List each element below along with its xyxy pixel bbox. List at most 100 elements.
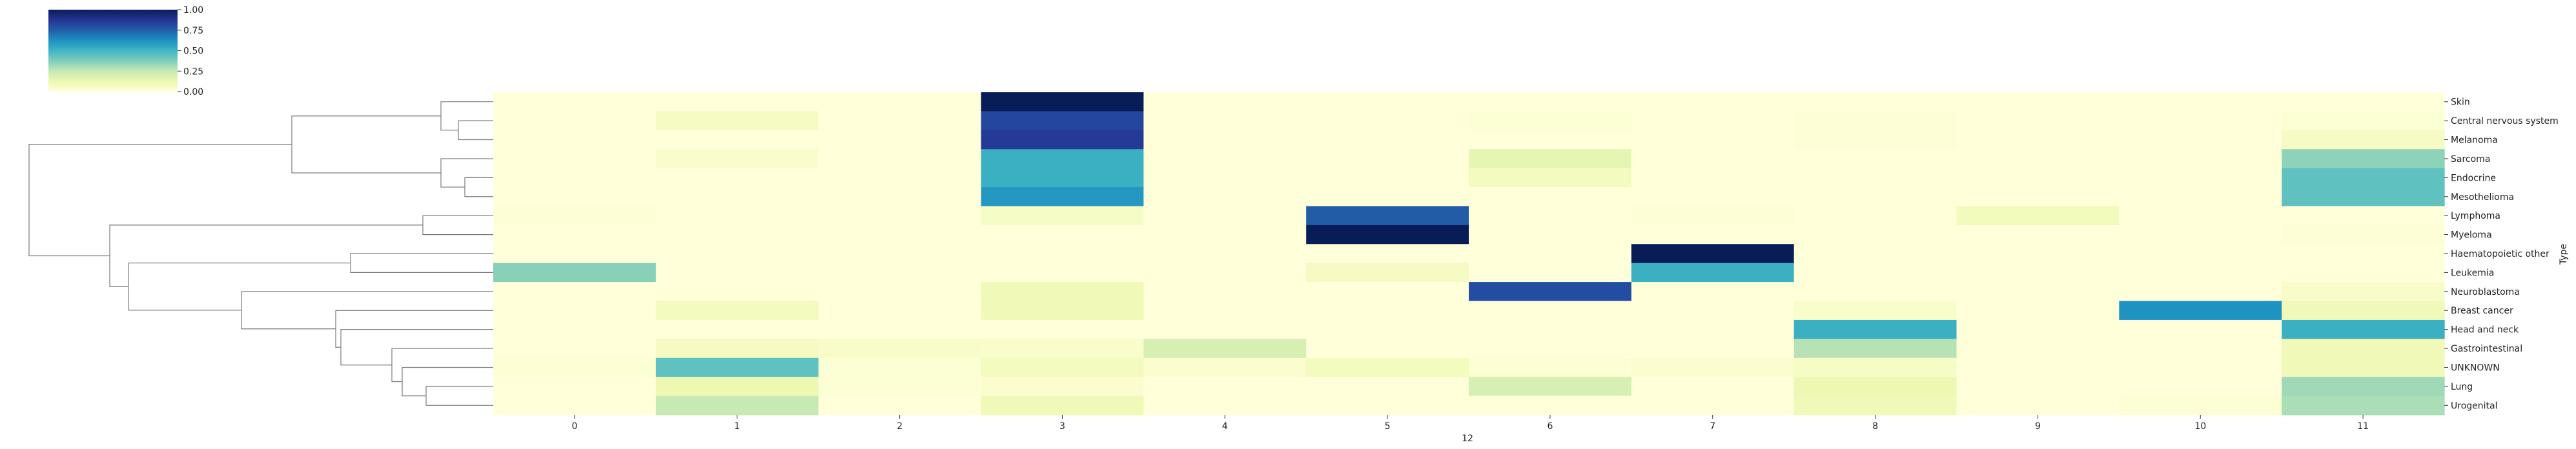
heatmap-cell: [493, 244, 657, 264]
heatmap-cell: [1794, 149, 1958, 169]
y-tick-label: Leukemia: [2451, 268, 2494, 278]
heatmap-cell: [655, 263, 819, 283]
heatmap-cell: [655, 282, 819, 302]
heatmap-cell: [493, 111, 657, 131]
heatmap-cell: [655, 224, 819, 244]
heatmap-cell: [1631, 301, 1795, 321]
y-tick-label: UNKNOWN: [2451, 363, 2500, 373]
heatmap-cell: [1956, 130, 2120, 150]
y-tick-label: Sarcoma: [2451, 154, 2490, 165]
heatmap-cell: [1956, 168, 2120, 188]
heatmap-cell: [1631, 263, 1795, 283]
heatmap-cell: [1956, 282, 2120, 302]
heatmap-cell: [818, 357, 982, 377]
dendrogram-link: [440, 101, 493, 131]
heatmap-cell: [1306, 244, 1469, 264]
heatmap-cell: [2119, 187, 2282, 207]
heatmap-cell: [2282, 224, 2445, 244]
heatmap-cell: [981, 187, 1144, 207]
heatmap-cell: [1469, 187, 1632, 207]
heatmap-cell: [1143, 339, 1307, 359]
heatmap-cell: [2282, 149, 2445, 169]
colorbar-tick-label: 0.00: [183, 87, 203, 97]
heatmap-cell: [1631, 395, 1795, 415]
heatmap-cell: [818, 301, 982, 321]
dendrogram-link: [422, 215, 493, 235]
heatmap-cell: [981, 130, 1144, 150]
heatmap-cell: [981, 319, 1144, 339]
heatmap-cell: [1956, 301, 2120, 321]
heatmap-cell: [1306, 130, 1469, 150]
heatmap-cell: [2282, 339, 2445, 359]
x-tick-label: 8: [1872, 421, 1878, 432]
y-axis-label: Type: [2559, 244, 2569, 265]
y-tick-label: Myeloma: [2451, 230, 2492, 241]
heatmap-cell: [655, 187, 819, 207]
heatmap-cell: [1794, 282, 1958, 302]
heatmap-cell: [493, 187, 657, 207]
heatmap-cell: [493, 224, 657, 244]
heatmap-cell: [2282, 395, 2445, 415]
heatmap-cell: [655, 339, 819, 359]
heatmap-cell: [2282, 92, 2445, 112]
y-tick-label: Central nervous system: [2451, 116, 2559, 126]
heatmap-cell: [2282, 282, 2445, 302]
dendrogram-link: [391, 348, 493, 383]
heatmap-cell: [2119, 244, 2282, 264]
heatmap-cell: [1469, 244, 1632, 264]
heatmap-cell: [1306, 149, 1469, 169]
heatmap-cell: [2119, 319, 2282, 339]
y-tick-label: Urogenital: [2451, 401, 2497, 411]
heatmap-cell: [818, 149, 982, 169]
heatmap-cell: [1469, 224, 1632, 244]
heatmap-cell: [493, 395, 657, 415]
heatmap-cell: [493, 357, 657, 377]
y-tick-label: Melanoma: [2451, 135, 2498, 146]
row-dendrogram: [28, 101, 493, 406]
heatmap-cell: [1956, 111, 2120, 131]
dendrogram-link: [350, 253, 493, 274]
heatmap-cell: [981, 263, 1144, 283]
heatmap-cell: [655, 92, 819, 112]
dendrogram-link: [340, 329, 493, 366]
heatmap-cell: [1469, 357, 1632, 377]
heatmap-cell: [1143, 92, 1307, 112]
heatmap-cell: [1469, 111, 1632, 131]
dendrogram-link: [464, 177, 493, 197]
heatmap-grid: [493, 92, 2445, 415]
heatmap-cell: [1631, 149, 1795, 169]
x-tick-label: 9: [2035, 421, 2041, 432]
heatmap-cell: [493, 149, 657, 169]
dendrogram-link: [425, 386, 493, 406]
heatmap-cell: [2282, 263, 2445, 283]
heatmap-cell: [655, 395, 819, 415]
colorbar-tick-label: 0.50: [183, 46, 203, 57]
heatmap-cell: [1794, 224, 1958, 244]
y-tick-label: Gastrointestinal: [2451, 344, 2522, 354]
heatmap-cell: [1956, 263, 2120, 283]
heatmap-cell: [818, 206, 982, 226]
dendrogram-link: [28, 144, 292, 257]
x-tick-label: 10: [2194, 421, 2206, 432]
x-tick-label: 6: [1547, 421, 1553, 432]
heatmap-cell: [1469, 377, 1632, 397]
heatmap-cell: [655, 111, 819, 131]
heatmap-cell: [1469, 92, 1632, 112]
heatmap-cell: [1631, 339, 1795, 359]
y-tick-label: Lung: [2451, 382, 2473, 392]
y-tick-label: Neuroblastoma: [2451, 287, 2520, 297]
colorbar-tick-label: 0.75: [183, 26, 203, 36]
heatmap-cell: [1631, 224, 1795, 244]
dendrogram-link: [402, 366, 493, 397]
heatmap-cell: [818, 244, 982, 264]
heatmap-cell: [818, 130, 982, 150]
heatmap-cell: [1143, 206, 1307, 226]
heatmap-cell: [818, 339, 982, 359]
heatmap-cell: [1469, 130, 1632, 150]
heatmap-cell: [1631, 168, 1795, 188]
y-axis-ticks: Skin Central nervous system Melanoma Sarcom…: [2444, 97, 2559, 411]
heatmap-cell: [1143, 149, 1307, 169]
heatmap-cell: [1306, 92, 1469, 112]
heatmap-cell: [818, 168, 982, 188]
